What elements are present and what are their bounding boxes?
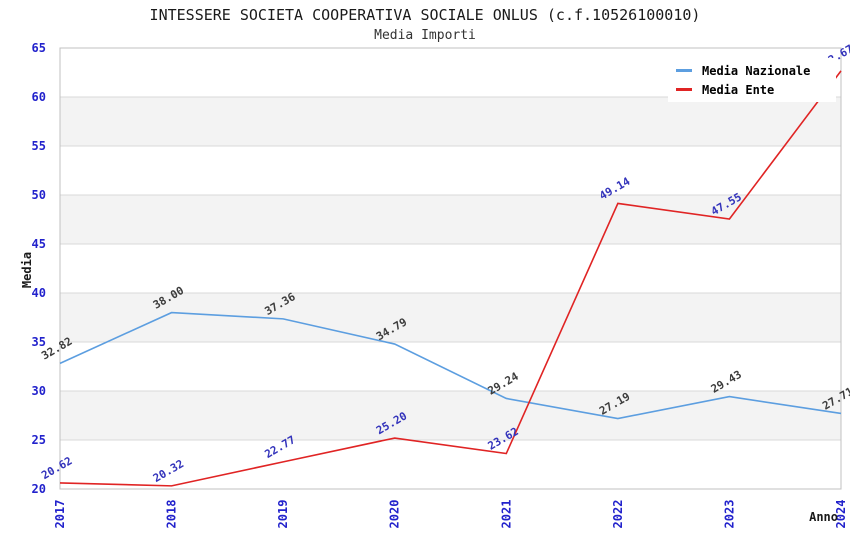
y-tick-label: 50 (32, 188, 46, 202)
y-tick-label: 55 (32, 139, 46, 153)
plot-band (60, 391, 841, 440)
y-tick-label: 35 (32, 335, 46, 349)
x-tick-label: 2017 (53, 500, 67, 529)
x-tick-label: 2023 (722, 500, 736, 529)
x-tick-label: 2022 (611, 500, 625, 529)
y-axis-title: Media (20, 251, 34, 289)
legend-item-media-ente: Media Ente (676, 83, 836, 97)
plot-band (60, 293, 841, 342)
plot-band (60, 195, 841, 244)
series-line-media-ente (59, 70, 842, 487)
chart-subtitle: Media Importi (374, 28, 476, 43)
y-tick-label: 20 (32, 482, 46, 496)
legend-item-media-nazionale: Media Nazionale (676, 64, 836, 78)
plot-band (60, 97, 841, 146)
legend-label-media-nazionale: Media Nazionale (702, 63, 811, 78)
x-axis-title: Anno (809, 510, 838, 524)
chart-title: INTESSERE SOCIETA COOPERATIVA SOCIALE ON… (149, 6, 701, 24)
data-label: 20.32 (151, 457, 186, 485)
series-line-media-nazionale (59, 311, 842, 420)
x-tick-label: 2018 (165, 500, 179, 529)
legend-swatch-media-nazionale-icon (676, 69, 692, 72)
x-tick-label: 2020 (388, 500, 402, 529)
x-tick-label: 2019 (276, 500, 290, 529)
legend: Media Nazionale Media Ente (668, 58, 836, 102)
y-tick-label: 25 (32, 433, 46, 447)
legend-swatch-media-ente-icon (676, 88, 692, 91)
y-tick-label: 45 (32, 237, 46, 251)
y-tick-label: 40 (32, 286, 46, 300)
y-tick-label: 65 (32, 41, 46, 55)
plot-border (59, 47, 842, 490)
x-tick-label: 2021 (499, 500, 513, 529)
x-tick-label: 2024 (834, 500, 848, 529)
data-label: 20.62 (39, 454, 74, 482)
y-tick-label: 30 (32, 384, 46, 398)
legend-label-media-ente: Media Ente (702, 82, 775, 97)
y-tick-label: 60 (32, 90, 46, 104)
